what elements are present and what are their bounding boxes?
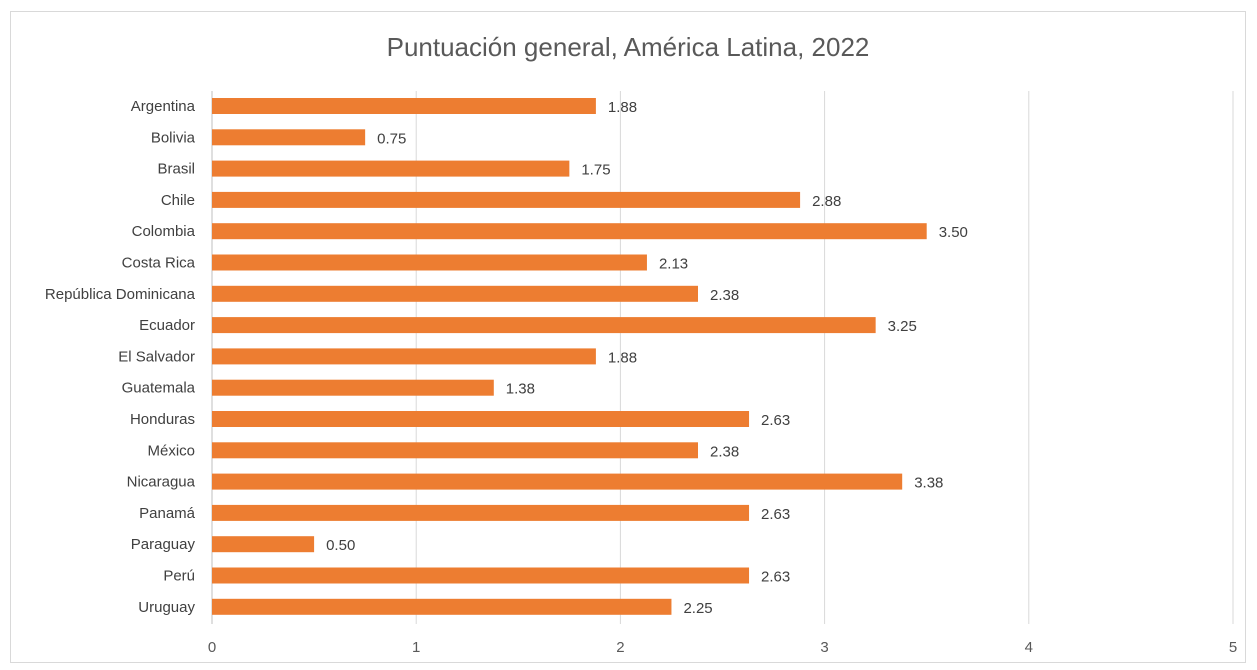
data-label: 1.75 (581, 162, 610, 179)
data-label: 0.75 (377, 130, 406, 147)
data-label: 2.63 (761, 506, 790, 523)
x-tick-label: 5 (1229, 639, 1237, 656)
bar (212, 285, 698, 302)
bar (212, 504, 750, 521)
x-tick-label: 2 (616, 639, 624, 656)
data-label: 0.50 (326, 537, 355, 554)
data-label: 1.88 (608, 349, 637, 366)
category-label: El Salvador (118, 348, 195, 365)
data-label: 2.13 (659, 256, 688, 273)
category-label: Nicaragua (127, 474, 196, 491)
data-label: 3.25 (888, 318, 917, 335)
category-label: Uruguay (138, 599, 195, 616)
data-label: 2.63 (761, 412, 790, 429)
bar (212, 254, 647, 271)
data-label: 2.38 (710, 287, 739, 304)
data-label: 1.38 (506, 381, 535, 398)
bar (212, 411, 750, 427)
data-label: 3.50 (939, 224, 968, 241)
gridlines (211, 91, 1234, 624)
category-label: Argentina (131, 98, 196, 115)
data-labels: 1.88 0.75 1.75 2.88 3.50 2.13 2.38 3.25 1.88 1.38… (326, 99, 968, 617)
category-label: Perú (163, 568, 195, 585)
category-label: Honduras (130, 411, 195, 428)
bar (212, 160, 570, 177)
category-label: Paraguay (131, 536, 196, 553)
bar (212, 379, 494, 396)
data-label: 1.88 (608, 99, 637, 116)
bar (212, 536, 315, 553)
bar (212, 191, 801, 208)
category-labels: Argentina Bolivia Brasil Chile Colombia Costa… (45, 98, 196, 616)
data-label: 2.38 (710, 443, 739, 460)
x-tick-label: 3 (820, 639, 828, 656)
chart-title: Puntuación general, América Latina, 2022 (387, 32, 870, 62)
bar (212, 348, 596, 365)
category-label: Ecuador (139, 317, 195, 334)
category-label: México (147, 442, 195, 459)
x-tick-label: 1 (412, 639, 420, 656)
x-tick-label: 0 (208, 639, 216, 656)
bar (212, 98, 596, 114)
chart-frame (10, 11, 1246, 663)
bar (212, 223, 927, 240)
category-label: Chile (161, 192, 195, 209)
category-label: Brasil (157, 161, 195, 178)
bar (212, 598, 672, 615)
category-label: Costa Rica (122, 255, 196, 272)
data-label: 2.63 (761, 569, 790, 586)
bar (212, 129, 366, 146)
x-axis-tick-labels: 0 1 2 3 4 5 (208, 639, 1237, 656)
category-label: Bolivia (151, 129, 196, 146)
data-label: 2.25 (683, 600, 712, 617)
bar (212, 317, 876, 334)
category-label: Colombia (132, 223, 196, 240)
x-tick-label: 4 (1025, 639, 1033, 656)
bar (212, 442, 698, 459)
data-label: 2.88 (812, 193, 841, 210)
data-label: 3.38 (914, 475, 943, 492)
bar (212, 567, 750, 584)
category-label: República Dominicana (45, 286, 196, 303)
bars (212, 98, 927, 615)
category-label: Panamá (139, 505, 196, 522)
bar (212, 473, 903, 490)
category-label: Guatemala (122, 380, 196, 397)
